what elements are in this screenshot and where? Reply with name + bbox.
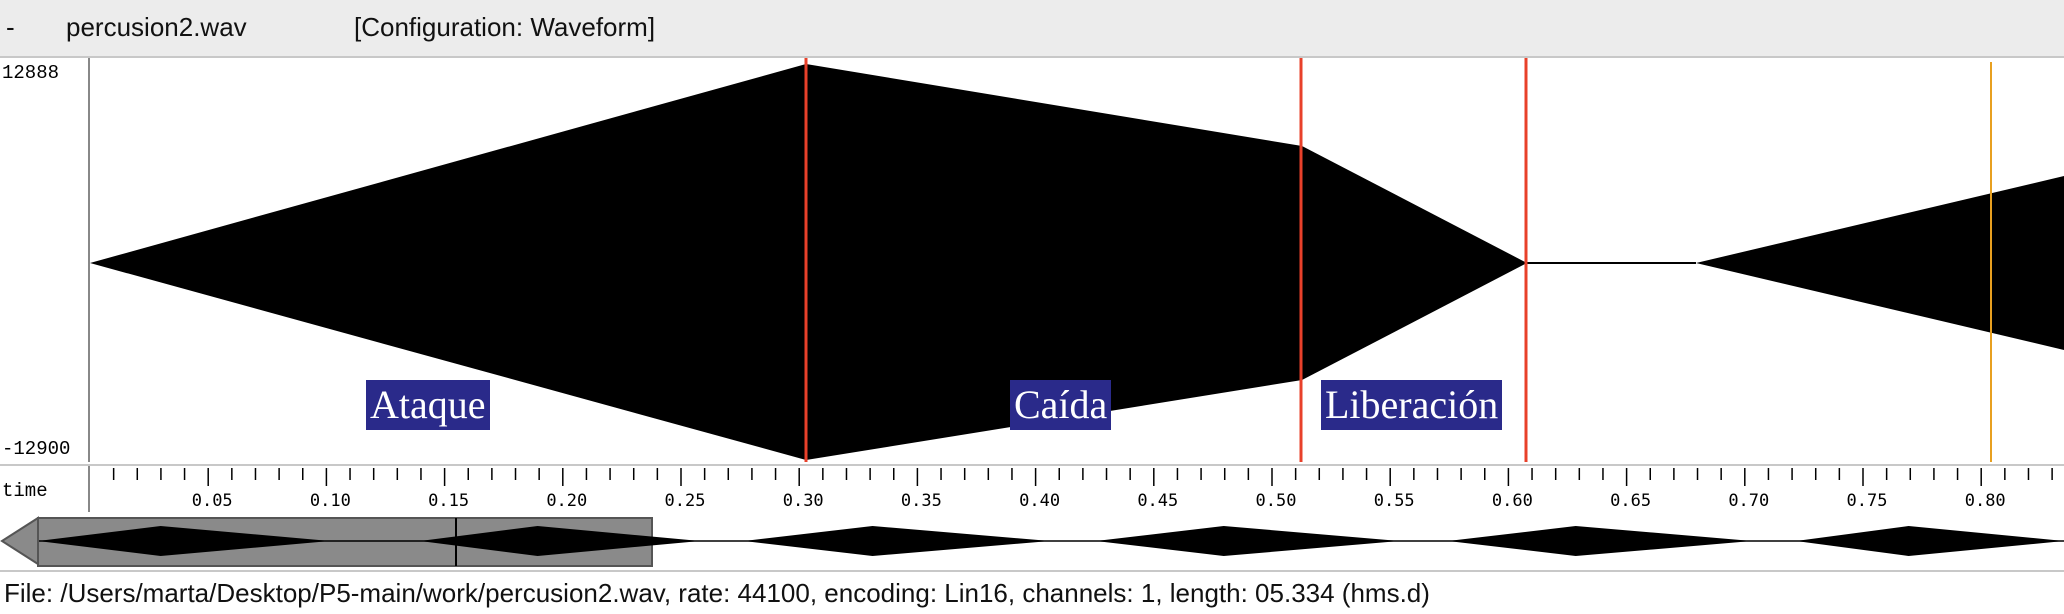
amplitude-axis: 12888 -12900	[0, 58, 90, 462]
time-tick-label: 0.55	[1374, 491, 1415, 511]
tick-marks	[112, 468, 2053, 486]
time-tick-label: 0.60	[1492, 491, 1533, 511]
file-info-text: File: /Users/marta/Desktop/P5-main/work/…	[4, 578, 1430, 608]
status-bar: File: /Users/marta/Desktop/P5-main/work/…	[0, 572, 2064, 614]
waveform-envelope	[90, 64, 1527, 460]
time-ruler[interactable]: time 0.05 0.10 0.15 0.20 0.25 0.30 0.35 0.40 0.4…	[0, 464, 2064, 514]
segment-label-decay: Caída	[1010, 380, 1112, 430]
overview-svg[interactable]	[0, 512, 2064, 570]
amplitude-min-label: -12900	[2, 438, 71, 460]
time-tick-label: 0.45	[1137, 491, 1178, 511]
time-tick-label: 0.50	[1256, 491, 1297, 511]
configuration-label: [Configuration: Waveform]	[354, 12, 656, 42]
title-bar: - percusion2.wav [Configuration: Wavefor…	[0, 0, 2064, 58]
time-tick-label: 0.15	[428, 491, 469, 511]
time-tick-label: 0.30	[783, 491, 824, 511]
time-tick-label: 0.80	[1965, 491, 2006, 511]
window-menu-glyph[interactable]: -	[6, 12, 15, 42]
segment-label-release: Liberación	[1321, 380, 1503, 430]
tick-labels: 0.05 0.10 0.15 0.20 0.25 0.30 0.35 0.40 0.45 0.50…	[192, 491, 2006, 511]
overview-waveform	[38, 526, 2064, 556]
amplitude-max-label: 12888	[2, 62, 60, 84]
time-tick-label: 0.20	[546, 491, 587, 511]
waveform-envelope-second-note	[1696, 176, 2064, 350]
time-tick-label: 0.10	[310, 491, 351, 511]
time-tick-label: 0.35	[901, 491, 942, 511]
time-tick-label: 0.65	[1610, 491, 1651, 511]
left-arrow-icon[interactable]	[0, 516, 39, 566]
segment-label-attack: Ataque	[366, 380, 490, 430]
time-ruler-separator	[88, 466, 90, 512]
window-filename: percusion2.wav	[66, 12, 247, 42]
time-ruler-svg: 0.05 0.10 0.15 0.20 0.25 0.30 0.35 0.40 0.45 0.50…	[112, 468, 2053, 511]
time-tick-label: 0.40	[1019, 491, 1060, 511]
waveform-svg[interactable]	[90, 58, 2064, 462]
time-tick-label: 0.05	[192, 491, 233, 511]
overview-strip[interactable]	[0, 512, 2064, 572]
time-tick-label: 0.25	[665, 491, 706, 511]
time-tick-label: 0.70	[1728, 491, 1769, 511]
waveform-view[interactable]	[90, 58, 2064, 462]
time-axis-label: time	[2, 480, 48, 502]
time-tick-label: 0.75	[1847, 491, 1888, 511]
